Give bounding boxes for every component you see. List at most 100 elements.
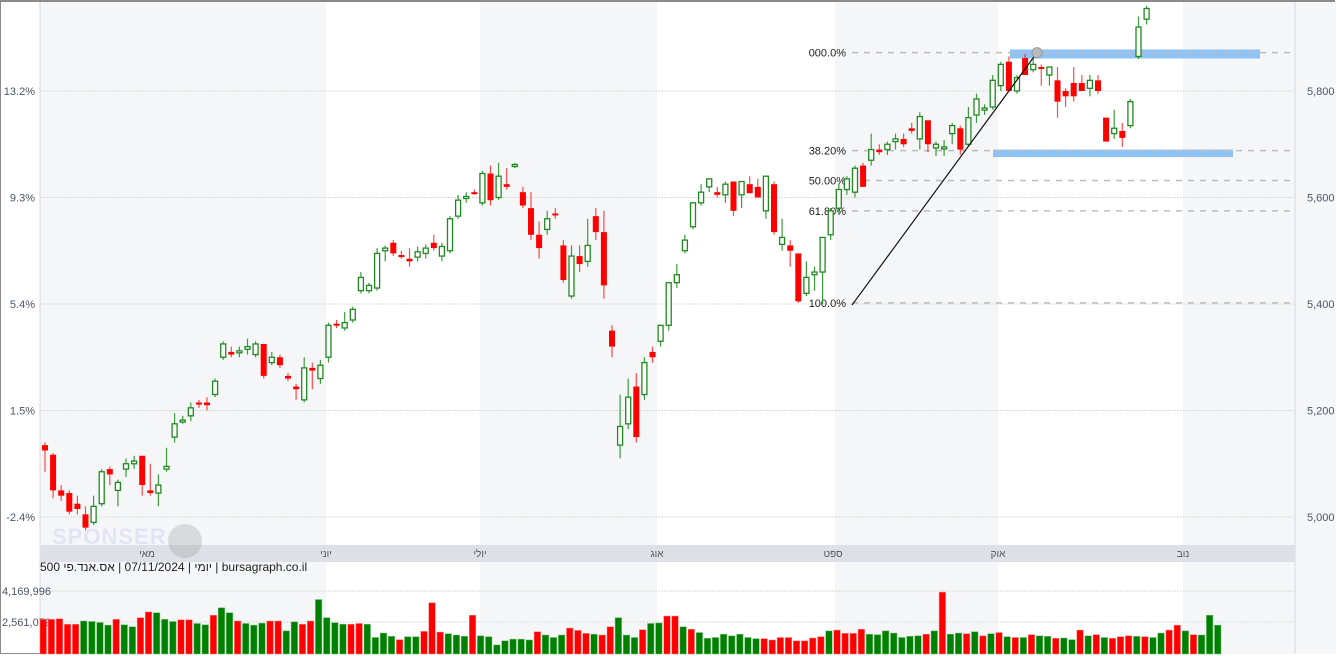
candle-down[interactable] [609,330,615,347]
candle-up[interactable] [438,245,446,257]
candle-up[interactable] [803,276,810,295]
candle-down[interactable] [528,208,534,235]
candle-up[interactable] [706,178,713,188]
candle-down[interactable] [1095,80,1101,91]
candle-down[interactable] [471,192,478,195]
candle-down[interactable] [398,255,405,258]
candle-down[interactable] [576,256,583,265]
candle-up[interactable] [997,63,1004,87]
candle-down[interactable] [139,455,146,486]
candle-up[interactable] [454,199,462,217]
candle-up[interactable] [665,282,672,326]
candle-down[interactable] [754,186,761,198]
candle-up[interactable] [1046,66,1053,76]
support-resistance-zone[interactable] [993,149,1233,158]
candle-down[interactable] [260,343,267,376]
candle-down[interactable] [957,128,964,150]
candle-up[interactable] [835,188,842,209]
candle-down[interactable] [42,445,48,451]
candle-down[interactable] [74,503,81,510]
candle-down[interactable] [390,242,397,254]
candle-down[interactable] [228,351,235,355]
candle-up[interactable] [681,239,689,252]
candle-up[interactable] [1086,79,1094,89]
candle-up[interactable] [584,244,591,263]
candle-up[interactable] [738,180,745,196]
candle-up[interactable] [252,343,259,356]
candle-down[interactable] [1038,67,1045,70]
candle-up[interactable] [697,191,705,204]
candle-up[interactable] [940,146,948,150]
candle-up[interactable] [382,247,389,252]
support-resistance-zone[interactable] [1010,49,1260,59]
candle-up[interactable] [446,218,454,252]
candle-down[interactable] [600,232,607,286]
candle-up[interactable] [811,271,818,276]
candle-up[interactable] [1143,7,1150,20]
candle-up[interactable] [657,324,664,342]
candle-up[interactable] [892,138,899,143]
candle-up[interactable] [179,419,186,423]
candle-up[interactable] [884,143,891,151]
candle-up[interactable] [171,423,178,438]
candle-up[interactable] [851,167,859,193]
candle-down[interactable] [592,216,599,233]
candle-down[interactable] [147,490,154,494]
candle-down[interactable] [771,184,777,233]
candle-up[interactable] [722,183,729,196]
candle-down[interactable] [195,402,202,405]
candle-down[interactable] [333,323,340,326]
candle-down[interactable] [204,402,210,406]
candle-up[interactable] [689,202,697,228]
candle-down[interactable] [1005,61,1012,91]
candle-up[interactable] [916,115,923,140]
candle-down[interactable] [908,128,915,131]
candle-up[interactable] [1030,63,1037,71]
candle-up[interactable] [544,218,551,231]
candle-down[interactable] [1070,83,1077,97]
trendline-handle[interactable] [1031,47,1043,59]
candle-up[interactable] [616,425,624,446]
candle-up[interactable] [1111,127,1118,135]
candle-up[interactable] [843,178,851,191]
candle-up[interactable] [130,460,138,465]
candle-down[interactable] [1119,130,1126,138]
candle-down[interactable] [503,184,510,187]
candle-down[interactable] [633,386,640,438]
candle-down[interactable] [58,490,65,496]
candle-up[interactable] [511,163,518,168]
candle-down[interactable] [430,242,437,249]
candle-up[interactable] [762,175,770,212]
candle-down[interactable] [536,234,543,249]
candle-down[interactable] [1054,80,1061,102]
candle-down[interactable] [1062,91,1069,97]
candle-down[interactable] [106,469,113,475]
candle-down[interactable] [66,493,73,512]
candle-up[interactable] [673,274,680,284]
candle-down[interactable] [285,375,291,379]
candle-down[interactable] [649,351,656,358]
candle-up[interactable] [373,252,381,289]
candle-down[interactable] [276,357,283,366]
candle-down[interactable] [293,386,300,390]
candle-up[interactable] [422,247,429,255]
candle-down[interactable] [730,181,737,211]
candle-up[interactable] [827,210,834,236]
candle-up[interactable] [778,236,786,246]
candle-up[interactable] [819,236,826,273]
candle-up[interactable] [965,116,972,145]
candle-down[interactable] [876,149,883,153]
candle-down[interactable] [1103,117,1110,142]
candle-down[interactable] [487,173,494,201]
candle-up[interactable] [568,255,575,297]
candle-up[interactable] [187,407,194,417]
candle-down[interactable] [924,120,931,145]
candle-up[interactable] [155,484,162,494]
candle-down[interactable] [309,367,316,371]
candle-down[interactable] [1022,57,1029,76]
candle-up[interactable] [868,148,875,161]
candle-up[interactable] [325,324,332,358]
candle-down[interactable] [50,454,57,491]
candle-down[interactable] [860,165,867,187]
